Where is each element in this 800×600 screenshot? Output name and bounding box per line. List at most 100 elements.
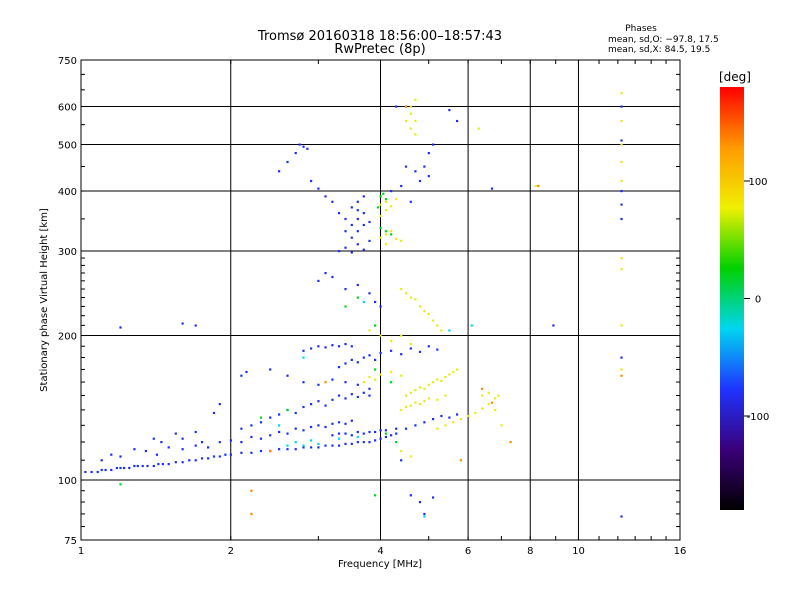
data-point — [423, 310, 426, 313]
data-point — [218, 403, 221, 406]
data-point — [356, 209, 359, 212]
data-point — [310, 439, 313, 442]
plot-grid — [80, 59, 681, 541]
data-point — [395, 427, 398, 430]
data-point — [414, 170, 417, 173]
data-point — [302, 429, 305, 432]
data-point — [324, 404, 327, 407]
data-point — [286, 432, 289, 435]
data-point — [294, 448, 297, 451]
data-point — [350, 236, 353, 239]
data-point — [534, 184, 537, 188]
y-tick-label: 300 — [58, 247, 77, 258]
data-point — [436, 348, 439, 351]
data-point — [259, 449, 263, 453]
data-point — [440, 329, 443, 332]
data-point — [269, 434, 272, 437]
data-point — [250, 451, 253, 454]
data-point — [444, 375, 447, 379]
data-point — [310, 446, 313, 449]
data-point — [115, 466, 118, 470]
data-point — [384, 435, 387, 439]
data-point — [344, 288, 347, 291]
data-point — [350, 419, 353, 422]
data-point — [317, 279, 320, 282]
data-point — [240, 441, 243, 444]
data-point — [436, 398, 439, 401]
data-point — [374, 430, 377, 434]
data-point — [395, 441, 398, 444]
data-point — [161, 463, 164, 466]
data-point — [404, 105, 408, 108]
data-point — [302, 356, 305, 359]
data-point — [269, 449, 272, 453]
data-point — [194, 444, 197, 447]
data-point — [337, 432, 341, 435]
data-point — [362, 223, 365, 227]
data-point — [350, 223, 353, 227]
chart-subtitle: RwPretec (8p) — [334, 42, 425, 57]
data-point — [427, 312, 430, 315]
data-point — [427, 175, 430, 178]
data-point — [368, 375, 371, 379]
data-point — [409, 200, 412, 203]
data-point — [157, 463, 160, 466]
colorbar — [720, 87, 744, 510]
colorbar-tick-label: -100 — [747, 412, 770, 423]
data-point — [155, 453, 158, 456]
data-point — [123, 466, 126, 470]
data-point — [362, 391, 365, 394]
data-point — [390, 190, 393, 193]
data-point — [418, 403, 422, 406]
data-point — [350, 393, 353, 396]
data-point — [418, 350, 422, 353]
data-point — [224, 453, 227, 456]
data-point — [379, 429, 382, 432]
data-point — [620, 515, 623, 518]
data-point — [324, 381, 327, 384]
data-point — [368, 329, 371, 332]
data-point — [337, 437, 341, 440]
data-point — [390, 339, 393, 342]
data-point — [302, 381, 305, 384]
data-point — [356, 296, 359, 299]
data-point — [509, 441, 512, 444]
x-axis-label: Frequency [MHz] — [338, 559, 422, 570]
data-point — [350, 206, 353, 209]
data-point — [356, 200, 359, 203]
data-point — [331, 434, 334, 437]
data-point — [376, 206, 379, 209]
data-point — [368, 292, 371, 295]
data-point — [456, 413, 459, 416]
data-point — [229, 439, 232, 442]
data-point — [286, 374, 289, 377]
data-point — [194, 459, 197, 462]
data-point — [400, 288, 403, 291]
data-point — [537, 184, 540, 188]
data-point — [259, 437, 263, 440]
data-point — [379, 236, 382, 239]
data-point — [423, 512, 426, 516]
data-point — [324, 346, 327, 349]
data-point — [344, 422, 347, 425]
data-point — [152, 464, 155, 468]
data-point — [350, 345, 353, 348]
data-point — [218, 455, 221, 458]
data-point — [552, 324, 555, 327]
data-point — [390, 349, 393, 352]
data-point — [414, 133, 417, 136]
colorbar-tick-label: 100 — [748, 177, 767, 188]
data-point — [119, 455, 122, 458]
data-point — [400, 353, 403, 356]
data-point — [432, 143, 435, 146]
data-point — [344, 230, 347, 233]
data-point — [436, 427, 439, 430]
data-point — [356, 283, 359, 287]
data-point — [141, 464, 144, 468]
data-point — [436, 378, 439, 381]
data-point — [620, 139, 623, 142]
data-point — [390, 233, 393, 236]
data-point — [404, 119, 408, 123]
data-point — [409, 347, 412, 350]
data-point — [440, 414, 443, 418]
